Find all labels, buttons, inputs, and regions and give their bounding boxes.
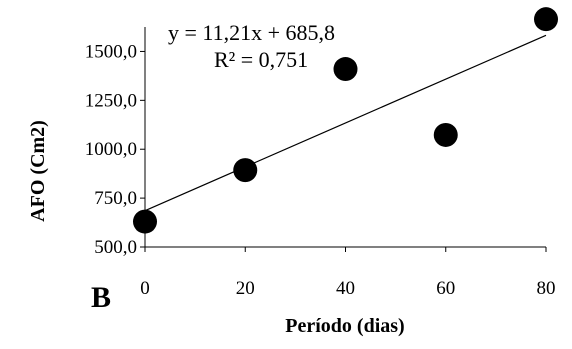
data-point (433, 122, 458, 147)
x-axis-ticks: 0 20 40 60 80 (140, 247, 556, 299)
data-point (534, 7, 558, 32)
x-tick-label: 80 (537, 278, 556, 299)
data-point (133, 209, 157, 234)
regression-equation: y = 11,21x + 685,8 (168, 20, 335, 45)
y-tick-label: 1000,0 (85, 139, 137, 160)
r-squared-label: R² = 0,751 (214, 47, 308, 72)
x-tick-label: 40 (336, 278, 355, 299)
data-point (233, 158, 258, 183)
y-tick-label: 1500,0 (85, 41, 137, 62)
data-point (333, 57, 358, 82)
x-tick-label: 0 (140, 278, 150, 299)
panel-label: B (91, 281, 111, 314)
x-axis-title: Período (dias) (285, 315, 404, 337)
y-tick-label: 750,0 (94, 188, 137, 209)
y-tick-label: 1250,0 (85, 90, 137, 111)
data-points (133, 7, 558, 234)
y-tick-label: 500,0 (94, 237, 137, 258)
y-axis-ticks: 500,0 750,0 1000,0 1250,0 1500,0 (85, 41, 145, 258)
x-tick-label: 20 (236, 278, 255, 299)
trendline (144, 34, 547, 212)
x-tick-label: 60 (436, 278, 455, 299)
y-axis-title: AFO (Cm2) (27, 120, 49, 222)
